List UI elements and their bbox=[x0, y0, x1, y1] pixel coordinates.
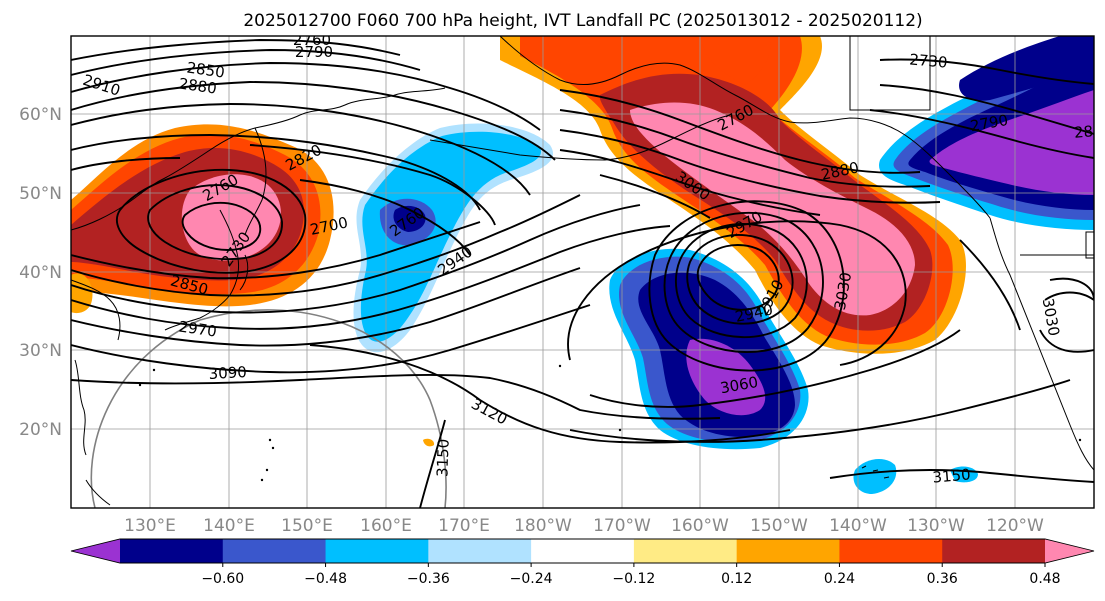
latitude-labels: 60°N 50°N 40°N 30°N 20°N bbox=[19, 105, 62, 440]
colorbar-extend-min bbox=[71, 539, 120, 563]
colorbar-swatch bbox=[942, 539, 1046, 563]
contour-label: 2760 bbox=[293, 31, 331, 49]
colorbar-swatch bbox=[120, 539, 224, 563]
lat-label: 20°N bbox=[19, 420, 62, 440]
colorbar-swatch bbox=[633, 539, 738, 563]
lat-label: 50°N bbox=[19, 184, 62, 204]
contour-label: 3150 bbox=[932, 465, 972, 486]
contour-label: 28 bbox=[1073, 122, 1094, 142]
positive-blob-small bbox=[423, 438, 435, 447]
colorbar-swatch bbox=[428, 539, 532, 563]
colorbar-tick-label: −0.36 bbox=[407, 571, 450, 587]
colorbar-tick-label: −0.48 bbox=[304, 571, 347, 587]
contour-label: 2790 bbox=[295, 43, 333, 61]
colorbar-tick-label: 0.12 bbox=[721, 571, 752, 587]
lon-label: 130°E bbox=[124, 516, 176, 536]
lat-label: 60°N bbox=[19, 105, 62, 125]
colorbar-swatch bbox=[531, 539, 635, 563]
colorbar-extend-max bbox=[1045, 539, 1094, 563]
colorbar-tick-label: −0.24 bbox=[510, 571, 553, 587]
colorbar-tick-label: 0.24 bbox=[824, 571, 855, 587]
contour-label: 3090 bbox=[208, 363, 247, 383]
reference-circle bbox=[90, 309, 447, 508]
negative-blob-hawaii bbox=[853, 458, 897, 494]
contour-label: 3150 bbox=[433, 438, 452, 477]
colorbar-swatch bbox=[325, 539, 429, 563]
map-frame bbox=[70, 35, 1095, 509]
lat-label: 40°N bbox=[19, 263, 62, 283]
colorbar-tick-label: 0.36 bbox=[927, 571, 958, 587]
colorbar-tick-label: −0.12 bbox=[612, 571, 655, 587]
lon-label: 170°E bbox=[438, 516, 490, 536]
colorbar-outline bbox=[70, 538, 1095, 564]
lat-label: 30°N bbox=[19, 341, 62, 361]
colorbar-tick-label: 0.48 bbox=[1029, 571, 1060, 587]
lon-label: 140°W bbox=[829, 516, 887, 536]
colorbar-swatch bbox=[736, 539, 840, 563]
lon-label: 180°W bbox=[514, 516, 572, 536]
lon-label: 150°W bbox=[750, 516, 808, 536]
contour-label: 2970 bbox=[178, 317, 218, 340]
lon-label: 150°E bbox=[281, 516, 333, 536]
contour-label: 2730 bbox=[909, 50, 949, 71]
colorbar: −0.60 −0.48 −0.36 −0.24 −0.12 0.12 0.24 0.36 0.4… bbox=[70, 538, 1095, 587]
lon-label: 120°W bbox=[986, 516, 1044, 536]
colorbar-swatch bbox=[839, 539, 943, 563]
lon-label: 140°E bbox=[203, 516, 255, 536]
lon-label: 170°W bbox=[593, 516, 651, 536]
lon-label: 130°W bbox=[907, 516, 965, 536]
height-contours bbox=[71, 39, 1094, 508]
lon-label: 160°W bbox=[671, 516, 729, 536]
colorbar-tick-label: −0.60 bbox=[201, 571, 244, 587]
contour-label: 2850 bbox=[186, 58, 226, 81]
colorbar-swatch bbox=[222, 539, 327, 563]
longitude-labels: 130°E 140°E 150°E 160°E 170°E 180°W 170°… bbox=[124, 516, 1044, 536]
lon-label: 160°E bbox=[360, 516, 412, 536]
small-islands bbox=[138, 364, 1082, 482]
contour-label: 2880 bbox=[178, 74, 218, 97]
map-title: 2025012700 F060 700 hPa height, IVT Land… bbox=[243, 11, 922, 31]
